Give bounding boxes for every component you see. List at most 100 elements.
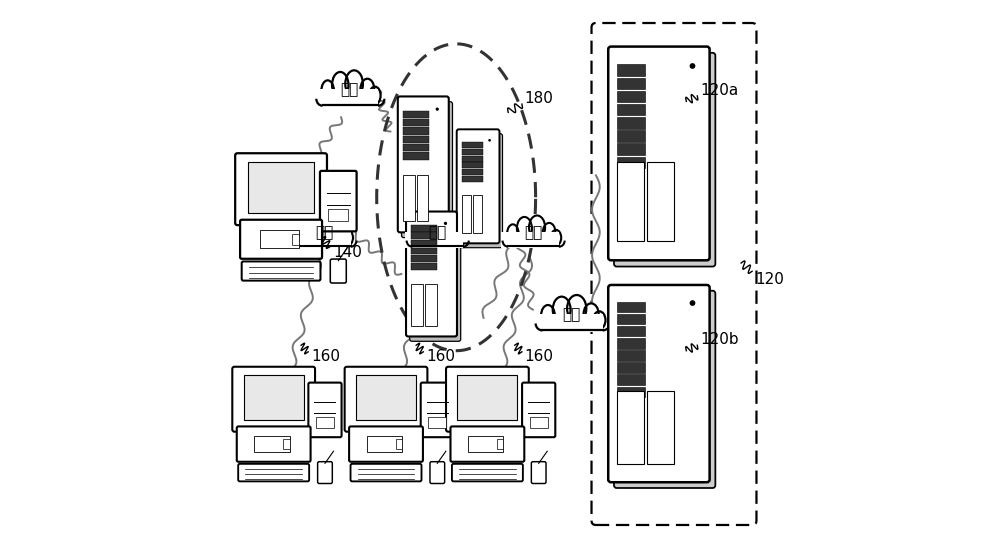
Bar [292, 234, 299, 244]
Text: 180: 180 [525, 91, 554, 106]
Bar [647, 391, 674, 464]
FancyBboxPatch shape [614, 53, 715, 266]
Ellipse shape [447, 223, 460, 242]
Bar [462, 176, 483, 182]
Ellipse shape [690, 63, 695, 69]
Bar [425, 284, 437, 326]
Ellipse shape [593, 311, 605, 329]
FancyBboxPatch shape [345, 367, 427, 432]
Ellipse shape [414, 229, 460, 247]
Bar [617, 374, 645, 385]
Bar [497, 439, 503, 449]
Ellipse shape [444, 222, 447, 225]
Bar [617, 91, 645, 102]
FancyBboxPatch shape [330, 259, 346, 283]
FancyBboxPatch shape [410, 216, 461, 341]
Ellipse shape [584, 304, 599, 325]
FancyBboxPatch shape [242, 261, 320, 281]
Ellipse shape [421, 217, 436, 239]
Bar [457, 375, 517, 420]
Ellipse shape [309, 217, 324, 239]
Bar [411, 225, 437, 231]
FancyBboxPatch shape [232, 367, 315, 432]
FancyBboxPatch shape [235, 153, 327, 225]
Ellipse shape [321, 81, 334, 101]
Bar [462, 169, 483, 175]
Text: 160: 160 [311, 349, 340, 364]
Ellipse shape [360, 79, 374, 100]
FancyBboxPatch shape [406, 212, 457, 336]
Bar [411, 248, 437, 254]
Bar [462, 149, 483, 155]
Bar [403, 144, 429, 151]
Bar [260, 230, 299, 248]
Ellipse shape [436, 107, 439, 111]
FancyBboxPatch shape [457, 129, 499, 243]
Ellipse shape [321, 215, 337, 239]
Bar [617, 130, 645, 142]
Bar [647, 162, 674, 241]
Bar [316, 416, 334, 428]
Ellipse shape [332, 72, 348, 98]
Bar [411, 284, 423, 326]
Bar [403, 152, 429, 159]
FancyBboxPatch shape [237, 426, 311, 462]
Bar [244, 375, 304, 420]
Bar [403, 136, 429, 143]
Bar [403, 111, 429, 118]
Bar [248, 162, 314, 213]
Ellipse shape [553, 296, 571, 322]
Text: 140: 140 [333, 244, 362, 260]
Bar [417, 175, 428, 221]
FancyBboxPatch shape [402, 102, 452, 238]
Bar [617, 338, 645, 349]
Bar [367, 436, 402, 452]
FancyBboxPatch shape [308, 383, 342, 437]
Ellipse shape [488, 139, 491, 141]
Bar [617, 78, 645, 89]
Ellipse shape [369, 87, 381, 104]
FancyBboxPatch shape [608, 285, 710, 482]
Ellipse shape [335, 223, 347, 242]
FancyBboxPatch shape [522, 383, 555, 437]
Bar [617, 350, 645, 361]
Ellipse shape [455, 230, 465, 246]
Bar [405, 232, 463, 248]
Bar [254, 436, 290, 452]
Bar [473, 195, 482, 233]
Bar [617, 65, 645, 76]
FancyBboxPatch shape [531, 461, 546, 483]
Text: 120b: 120b [700, 332, 739, 347]
Ellipse shape [345, 70, 363, 98]
Bar [403, 175, 415, 221]
Bar [315, 89, 378, 107]
FancyBboxPatch shape [608, 47, 710, 260]
Text: 网络: 网络 [428, 225, 446, 240]
Ellipse shape [543, 223, 555, 242]
Ellipse shape [541, 305, 555, 326]
FancyBboxPatch shape [320, 171, 357, 231]
Bar [356, 375, 416, 420]
FancyBboxPatch shape [240, 220, 322, 259]
Bar [530, 416, 548, 428]
FancyBboxPatch shape [452, 464, 523, 481]
Ellipse shape [302, 229, 348, 247]
Bar [617, 162, 644, 241]
FancyBboxPatch shape [450, 426, 524, 462]
FancyBboxPatch shape [430, 461, 445, 483]
Bar [462, 141, 483, 147]
Bar [462, 162, 483, 168]
Ellipse shape [411, 224, 423, 243]
Bar [462, 156, 483, 162]
Bar [462, 195, 471, 233]
Bar [411, 263, 437, 270]
Text: 160: 160 [426, 349, 455, 364]
Bar [617, 362, 645, 373]
Ellipse shape [510, 229, 556, 247]
Bar [468, 436, 503, 452]
FancyBboxPatch shape [460, 134, 503, 248]
Ellipse shape [551, 230, 561, 246]
Bar [403, 128, 429, 135]
Bar [428, 416, 446, 428]
FancyBboxPatch shape [238, 464, 309, 481]
